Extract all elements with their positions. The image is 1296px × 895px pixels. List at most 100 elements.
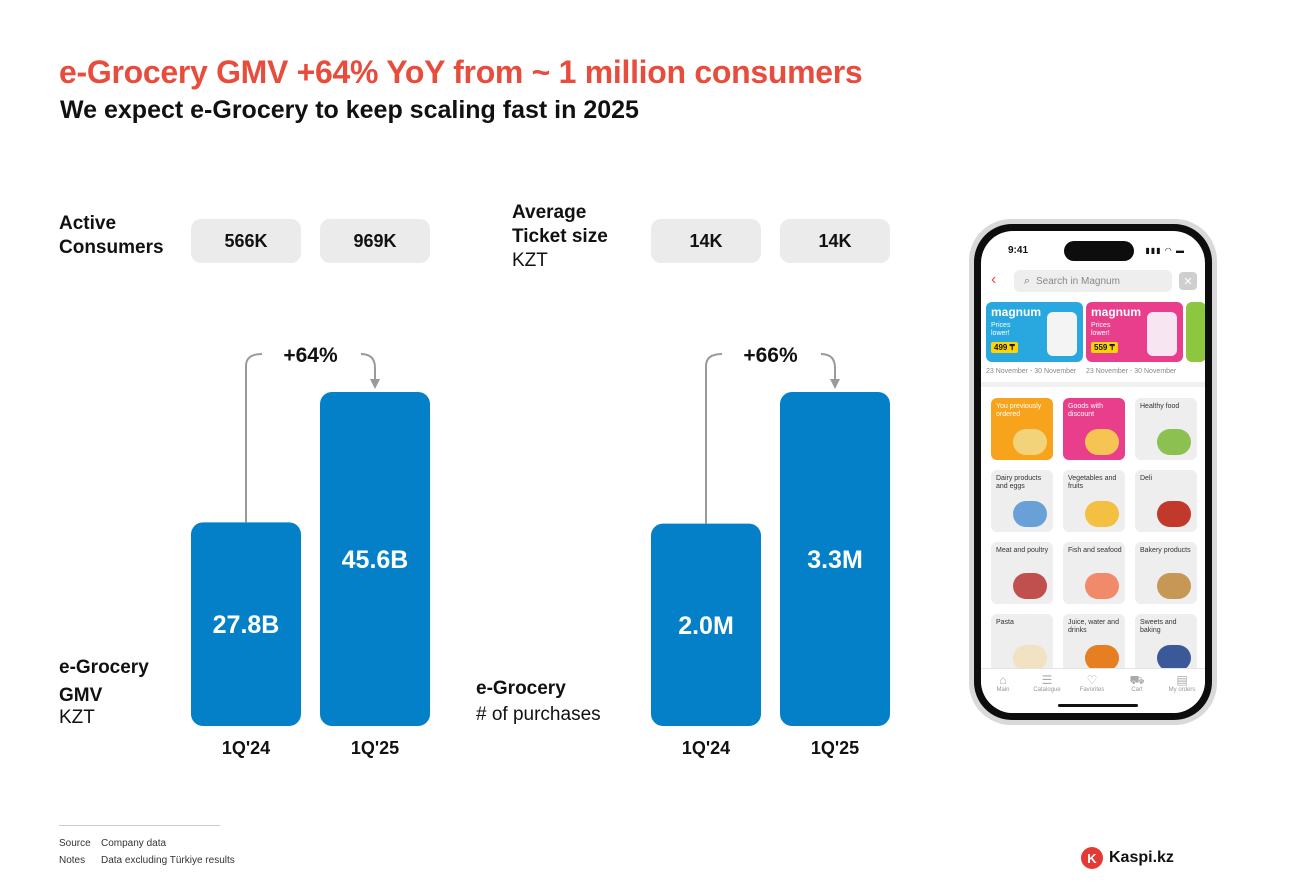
category-image: [1085, 429, 1119, 455]
category-tile[interactable]: Bakery products: [1135, 542, 1197, 604]
home-icon: ⌂: [999, 673, 1007, 687]
purchases-chart: 2.0M 1Q'24 3.3M 1Q'25 +66%: [651, 344, 890, 758]
catalogue-icon: ☰: [1041, 673, 1053, 687]
ticket-size-pill-1q24: 14K: [651, 219, 761, 263]
gmv-chart: 27.8B 1Q'24 45.6B 1Q'25 +64%: [191, 344, 430, 758]
search-placeholder: Search in Magnum: [1036, 275, 1120, 287]
gmv-bar-value-0: 27.8B: [213, 611, 280, 639]
category-title: Goods with discount: [1068, 403, 1104, 418]
category-title: Bakery products: [1140, 547, 1191, 554]
ticket-size-label: Average Ticket size KZT: [512, 201, 608, 273]
ticket-size-label-line1: Average: [512, 202, 587, 223]
gmv-label-line2: GMV: [59, 685, 103, 706]
purchases-label: e-Grocery # of purchases: [476, 677, 601, 727]
active-consumers-label: Active Consumers: [59, 212, 164, 260]
section-divider: [981, 382, 1205, 387]
tab-catalogue[interactable]: ☰ Catalogue: [1029, 673, 1065, 693]
promo-price: 559 ₸: [1091, 342, 1118, 353]
category-tile[interactable]: Dairy products and eggs: [991, 470, 1053, 532]
category-title: Sweets and baking: [1140, 619, 1177, 634]
back-chevron-icon[interactable]: ‹: [991, 271, 997, 288]
dynamic-island: [1064, 241, 1134, 261]
status-time: 9:41: [1008, 245, 1029, 256]
tab-label: Catalogue: [1033, 687, 1061, 693]
active-consumers-pill-1q24: 566K: [191, 219, 301, 263]
category-title: Dairy products and eggs: [996, 475, 1042, 490]
product-image: [1147, 312, 1177, 356]
ticket-size-label-line2: Ticket size: [512, 226, 608, 247]
category-tile[interactable]: You previously ordered: [991, 398, 1053, 460]
gmv-bar-0: [191, 522, 301, 726]
promo-brand: magnum: [991, 305, 1042, 319]
tab-favorites[interactable]: ♡ Favorites: [1074, 673, 1110, 693]
notes-value: Data excluding Türkiye results: [101, 855, 235, 866]
category-tile[interactable]: Vegetables and fruits: [1063, 470, 1125, 532]
category-image: [1157, 429, 1191, 455]
tab-label: Cart: [1131, 687, 1143, 693]
category-tile[interactable]: Meat and poultry: [991, 542, 1053, 604]
purchases-growth-label: +66%: [743, 344, 798, 367]
category-tile[interactable]: Sweets and baking: [1135, 614, 1197, 676]
category-tile[interactable]: Pasta: [991, 614, 1053, 676]
gmv-x-label-0: 1Q'24: [222, 738, 270, 758]
category-image: [1157, 573, 1191, 599]
ticket-size-label-unit: KZT: [512, 250, 548, 271]
phone-screen: 9:41 ▮▮▮ ◠ ▬ ‹ ⌕ Search in Magnum ✕ magn…: [981, 231, 1205, 713]
purchases-x-label-0: 1Q'24: [682, 738, 730, 758]
cart-icon: ⛟: [1129, 673, 1145, 687]
category-title: You previously ordered: [996, 403, 1042, 418]
search-icon: ⌕: [1023, 274, 1031, 287]
gmv-bar-value-1: 45.6B: [342, 546, 409, 574]
kaspi-logo: K Kaspi.kz: [1081, 847, 1174, 869]
gmv-label-unit: KZT: [59, 707, 95, 728]
promo-brand: magnum: [1091, 305, 1142, 319]
page-subtitle: We expect e-Grocery to keep scaling fast…: [60, 96, 639, 124]
promo-text: Prices lower!: [991, 322, 1011, 337]
gmv-label-line1: e-Grocery: [59, 657, 149, 678]
footer-divider: [59, 825, 220, 826]
category-tile[interactable]: Fish and seafood: [1063, 542, 1125, 604]
tab-label: My orders: [1168, 687, 1196, 693]
category-image: [1085, 645, 1119, 671]
source-label: Source: [59, 838, 91, 849]
category-title: Vegetables and fruits: [1068, 475, 1117, 490]
search-input[interactable]: ⌕ Search in Magnum: [1014, 270, 1172, 292]
category-image: [1013, 501, 1047, 527]
tab-my-orders[interactable]: ▤ My orders: [1164, 673, 1200, 693]
promo-date: 23 November - 30 November: [1086, 368, 1177, 375]
category-tile[interactable]: Goods with discount: [1063, 398, 1125, 460]
gmv-label: e-Grocery GMV KZT: [59, 656, 149, 730]
category-title: Healthy food: [1140, 403, 1180, 410]
page-title: e-Grocery GMV +64% YoY from ~ 1 million …: [59, 54, 863, 90]
promo-banner-2[interactable]: magnum Prices lower! 559 ₸: [1086, 302, 1183, 362]
category-title: Pasta: [996, 619, 1014, 626]
purchases-bar-value-1: 3.3M: [807, 546, 863, 574]
orders-icon: ▤: [1176, 673, 1188, 687]
promo-price: 499 ₸: [991, 342, 1018, 353]
promo-banner-3[interactable]: [1186, 302, 1205, 362]
gmv-bar-1: [320, 392, 430, 726]
category-tile[interactable]: Juice, water and drinks: [1063, 614, 1125, 676]
tab-label: Favorites: [1079, 687, 1105, 693]
purchases-label-line1: e-Grocery: [476, 678, 566, 699]
gmv-growth-label: +64%: [283, 344, 338, 367]
purchases-growth-arrow: [705, 353, 835, 524]
category-image: [1013, 645, 1047, 671]
active-consumers-pill-1q25: 969K: [320, 219, 430, 263]
category-tile[interactable]: Deli: [1135, 470, 1197, 532]
tab-cart[interactable]: ⛟ Cart: [1119, 673, 1155, 693]
phone-mockup: 9:41 ▮▮▮ ◠ ▬ ‹ ⌕ Search in Magnum ✕ magn…: [969, 219, 1217, 725]
active-consumers-label-line2: Consumers: [59, 237, 164, 258]
purchases-label-line2: # of purchases: [476, 704, 601, 725]
tab-main[interactable]: ⌂ Main: [985, 673, 1021, 693]
notes-label: Notes: [59, 855, 86, 866]
clear-icon[interactable]: ✕: [1179, 272, 1197, 290]
category-title: Juice, water and drinks: [1068, 619, 1119, 634]
source-value: Company data: [101, 838, 167, 849]
category-title: Deli: [1140, 475, 1153, 482]
promo-banner-1[interactable]: magnum Prices lower! 499 ₸: [986, 302, 1083, 362]
heart-icon: ♡: [1086, 673, 1098, 687]
gmv-x-label-1: 1Q'25: [351, 738, 399, 758]
category-tile[interactable]: Healthy food: [1135, 398, 1197, 460]
